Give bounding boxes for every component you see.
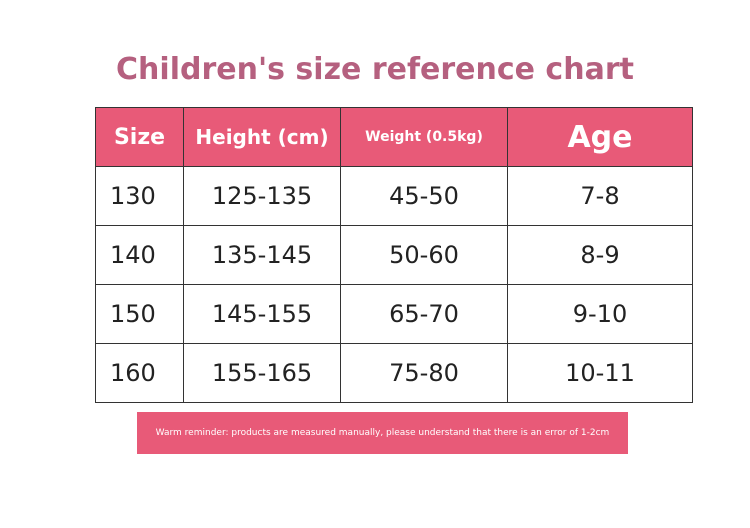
- reminder-banner: Warm reminder: products are measured man…: [137, 412, 628, 454]
- header-cell: Weight (0.5kg): [340, 107, 508, 167]
- header-cell: Age: [507, 107, 693, 167]
- table-cell: 130: [95, 166, 184, 226]
- table-row: 150 145-155 65-70 9-10: [95, 284, 693, 344]
- size-table: Size Height (cm) Weight (0.5kg) Age 130 1…: [95, 107, 693, 403]
- table-row: 140 135-145 50-60 8-9: [95, 225, 693, 285]
- table-row: 160 155-165 75-80 10-11: [95, 343, 693, 403]
- header-cell: Size: [95, 107, 184, 167]
- table-body: 130 125-135 45-50 7-8 140 135-145 50-60 8-9 150 1…: [95, 166, 693, 403]
- title: Children's size reference chart: [116, 52, 634, 87]
- table-cell: 9-10: [507, 284, 693, 344]
- table-cell: 10-11: [507, 343, 693, 403]
- table-cell: 135-145: [183, 225, 341, 285]
- table-cell: 8-9: [507, 225, 693, 285]
- table-cell: 65-70: [340, 284, 508, 344]
- table-cell: 140: [95, 225, 184, 285]
- table-cell: 145-155: [183, 284, 341, 344]
- table-cell: 75-80: [340, 343, 508, 403]
- header-cell: Height (cm): [183, 107, 341, 167]
- table-cell: 7-8: [507, 166, 693, 226]
- table-cell: 160: [95, 343, 184, 403]
- table-cell: 50-60: [340, 225, 508, 285]
- table-cell: 155-165: [183, 343, 341, 403]
- table-cell: 125-135: [183, 166, 341, 226]
- header-row: Size Height (cm) Weight (0.5kg) Age: [95, 107, 693, 167]
- table-cell: 150: [95, 284, 184, 344]
- table-cell: 45-50: [340, 166, 508, 226]
- table-row: 130 125-135 45-50 7-8: [95, 166, 693, 226]
